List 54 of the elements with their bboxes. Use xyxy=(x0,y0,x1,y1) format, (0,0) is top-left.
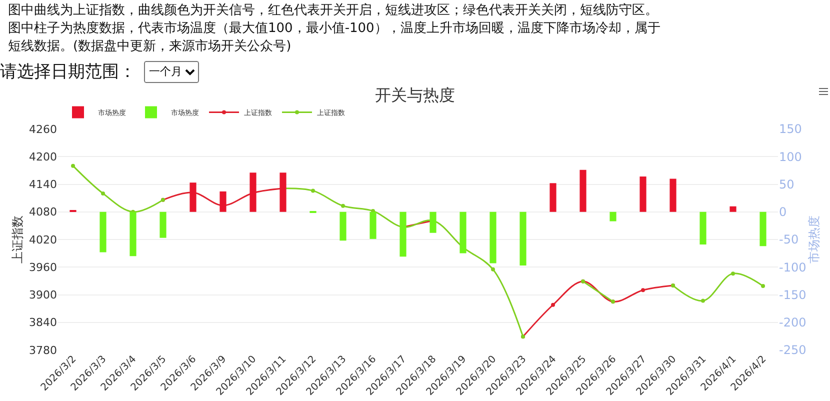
y2-tick-label: -150 xyxy=(779,288,806,302)
point xyxy=(341,204,345,208)
y-tick-label: 3900 xyxy=(29,288,57,302)
y-tick-label: 4260 xyxy=(29,122,57,136)
chart-title: 开关与热度 xyxy=(375,85,455,104)
bar xyxy=(730,206,736,212)
y-tick-label: 3840 xyxy=(29,316,57,330)
point xyxy=(101,191,105,196)
bar xyxy=(370,212,376,239)
bar xyxy=(580,170,586,212)
bar xyxy=(610,212,616,222)
y2-tick-label: 150 xyxy=(779,122,802,136)
text: 短线数据。(数据盘中更新，来源市场开关公众号) xyxy=(8,38,292,56)
y-tick-label: 4200 xyxy=(29,150,57,164)
y-tick-label: 4020 xyxy=(29,233,57,246)
bar xyxy=(340,212,346,241)
y2-tick-label: 100 xyxy=(779,150,802,164)
text: 请选择日期范围： xyxy=(0,61,136,83)
point xyxy=(311,188,315,193)
point xyxy=(71,164,75,168)
y-tick-label: 4140 xyxy=(29,178,57,192)
y-axis-title: 上证指数 xyxy=(10,216,24,264)
date-range-dropdown: 一个月 xyxy=(144,60,199,82)
text: 图中柱子为热度数据，代表市场温度（最大值100，最小值-100），温度上升市场回暖，温度下降市场冷却，属于 xyxy=(8,20,660,38)
text: 图中曲线为上证指数，曲线颜色为开关信号，红色代表开关开启，短线进攻区；绿色代表开关关闭，短线防守区。 xyxy=(8,2,659,20)
y-tick-label: 4080 xyxy=(29,206,57,219)
y2-tick-label: -100 xyxy=(779,260,806,274)
bar xyxy=(490,212,496,264)
y2-tick-label: -200 xyxy=(779,316,806,330)
y2-tick-label: 0 xyxy=(779,205,787,220)
bar xyxy=(550,183,556,212)
bar xyxy=(700,212,706,244)
point xyxy=(551,302,555,307)
y-tick-label: 3960 xyxy=(29,260,57,274)
bar xyxy=(640,176,646,212)
point xyxy=(761,284,765,288)
y-tick-label: 3780 xyxy=(29,344,57,357)
point xyxy=(491,267,495,272)
point xyxy=(701,298,705,303)
bar xyxy=(460,212,466,254)
bar xyxy=(100,212,106,252)
bar xyxy=(520,212,526,266)
bar xyxy=(400,212,406,257)
bar xyxy=(670,178,676,212)
point xyxy=(731,272,735,276)
y2-tick-label: -50 xyxy=(779,232,799,247)
point xyxy=(641,288,645,292)
y2-tick-label: -250 xyxy=(779,343,806,358)
y2-tick-label: 50 xyxy=(779,177,794,192)
bar xyxy=(160,212,166,238)
bar xyxy=(760,212,766,246)
bar xyxy=(430,212,436,233)
bar xyxy=(130,212,136,256)
y2-axis-title: 市场热度 xyxy=(807,216,822,264)
